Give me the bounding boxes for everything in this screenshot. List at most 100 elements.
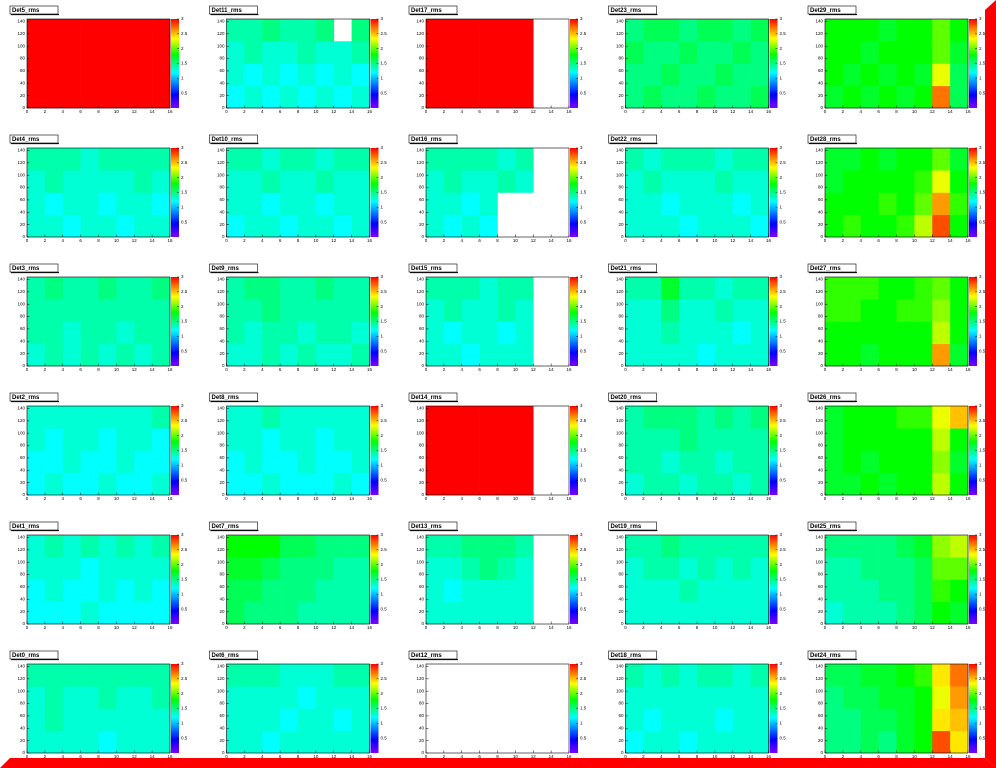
heatmap-cell	[80, 406, 99, 429]
heatmap-cell	[280, 299, 299, 322]
heatmap-cell	[932, 406, 951, 429]
heatmap-cell	[697, 428, 716, 451]
x-tick-label: 10	[114, 625, 120, 630]
x-tick-label: 14	[549, 109, 555, 114]
heatmap-cell	[878, 406, 897, 429]
y-tick-label: 120	[815, 547, 823, 552]
y-tick-label: 0	[222, 105, 225, 110]
heatmap-cell	[80, 535, 99, 558]
title-box	[608, 134, 657, 144]
y-tick-label: 40	[419, 338, 425, 343]
y-tick-label: 20	[618, 93, 624, 98]
heatmap-cell	[825, 428, 844, 451]
heatmap-cell	[315, 472, 335, 496]
heatmap-cell	[914, 579, 933, 603]
heatmap-cell	[134, 63, 153, 87]
x-tick-label: 16	[566, 367, 572, 372]
heatmap-cell	[98, 535, 117, 558]
heatmap-cell	[732, 450, 751, 474]
x-tick-label: 0	[824, 625, 827, 630]
heatmap-cell	[226, 557, 245, 580]
z-tick-label: 1	[979, 721, 982, 726]
heatmap-cell	[116, 601, 135, 625]
z-tick-label: 2	[381, 304, 384, 309]
heatmap-cell	[714, 214, 734, 238]
heatmap-cell	[262, 557, 281, 580]
z-tick-label: 2	[381, 562, 384, 567]
x-tick-label: 6	[877, 754, 880, 759]
heatmap-cell	[262, 41, 281, 64]
heatmap-cell	[714, 148, 734, 171]
z-tick-label: 2.5	[979, 676, 986, 681]
heatmap-cell	[679, 708, 698, 732]
y-tick-label: 100	[17, 688, 25, 693]
y-tick-label: 80	[419, 572, 425, 577]
y-tick-label: 100	[616, 172, 624, 177]
heatmap-cell	[62, 601, 81, 625]
heatmap-cell	[461, 450, 480, 474]
x-tick-label: 14	[748, 754, 754, 759]
heatmap-cell	[426, 192, 445, 216]
panel-title: Det13_rms	[411, 524, 442, 530]
color-bar	[370, 406, 379, 495]
heatmap-cell	[62, 148, 81, 171]
heatmap-cell	[443, 19, 463, 42]
heatmap-cell	[134, 450, 153, 474]
title-box	[807, 521, 857, 531]
heatmap-cell	[315, 535, 335, 558]
heatmap-cell	[950, 41, 969, 64]
x-tick-label: 4	[460, 367, 463, 372]
heatmap-cell	[443, 170, 463, 193]
heatmap-cell	[44, 708, 64, 732]
heatmap-cell	[44, 19, 64, 42]
y-tick-label: 100	[416, 688, 424, 693]
x-tick-label: 10	[114, 496, 120, 501]
heatmap-cell	[842, 170, 862, 193]
x-tick-label: 10	[114, 754, 120, 759]
color-bar	[769, 664, 778, 753]
heatmap-cell	[226, 450, 245, 474]
heatmap-cell	[298, 170, 317, 193]
heatmap-cell	[461, 601, 480, 625]
x-tick-label: 2	[642, 625, 645, 630]
z-tick-label: 3	[580, 661, 583, 666]
y-tick-label: 140	[17, 277, 25, 282]
heatmap-cell	[625, 535, 644, 558]
y-tick-label: 120	[616, 676, 624, 681]
z-tick-label: 0.5	[979, 606, 986, 611]
x-tick-label: 14	[549, 367, 555, 372]
heatmap-cell	[80, 41, 99, 64]
y-tick-label: 60	[818, 713, 824, 718]
z-tick-label: 1	[181, 592, 184, 597]
heatmap-cell	[80, 686, 99, 709]
x-tick-label: 16	[167, 367, 173, 372]
heatmap-cell	[62, 41, 81, 64]
heatmap-cell	[262, 450, 281, 474]
heatmap-cell	[80, 579, 99, 603]
y-tick-label: 0	[222, 750, 225, 755]
z-tick-label: 2.5	[381, 547, 388, 552]
heatmap-cell	[152, 450, 171, 474]
heatmap-cell	[351, 730, 370, 754]
y-tick-label: 120	[616, 418, 624, 423]
z-tick-label: 1	[780, 592, 783, 597]
x-tick-label: 10	[114, 109, 120, 114]
y-tick-label: 100	[616, 301, 624, 306]
x-tick-label: 14	[150, 367, 156, 372]
z-tick-label: 1.5	[381, 448, 388, 453]
heatmap-cell	[825, 601, 844, 625]
y-tick-label: 80	[818, 314, 824, 319]
heatmap-cell	[950, 472, 969, 496]
color-bar	[969, 535, 977, 624]
x-tick-label: 6	[79, 754, 82, 759]
heatmap-cell	[280, 277, 299, 300]
heatmap-cell	[732, 730, 751, 754]
y-tick-label: 40	[618, 596, 624, 601]
z-tick-label: 3	[780, 661, 783, 666]
heatmap-cell	[351, 214, 370, 238]
heatmap-cell	[842, 148, 862, 171]
x-tick-label: 12	[132, 625, 138, 630]
heatmap-cell	[825, 85, 844, 109]
heatmap-cell	[878, 601, 897, 625]
y-tick-label: 100	[616, 43, 624, 48]
